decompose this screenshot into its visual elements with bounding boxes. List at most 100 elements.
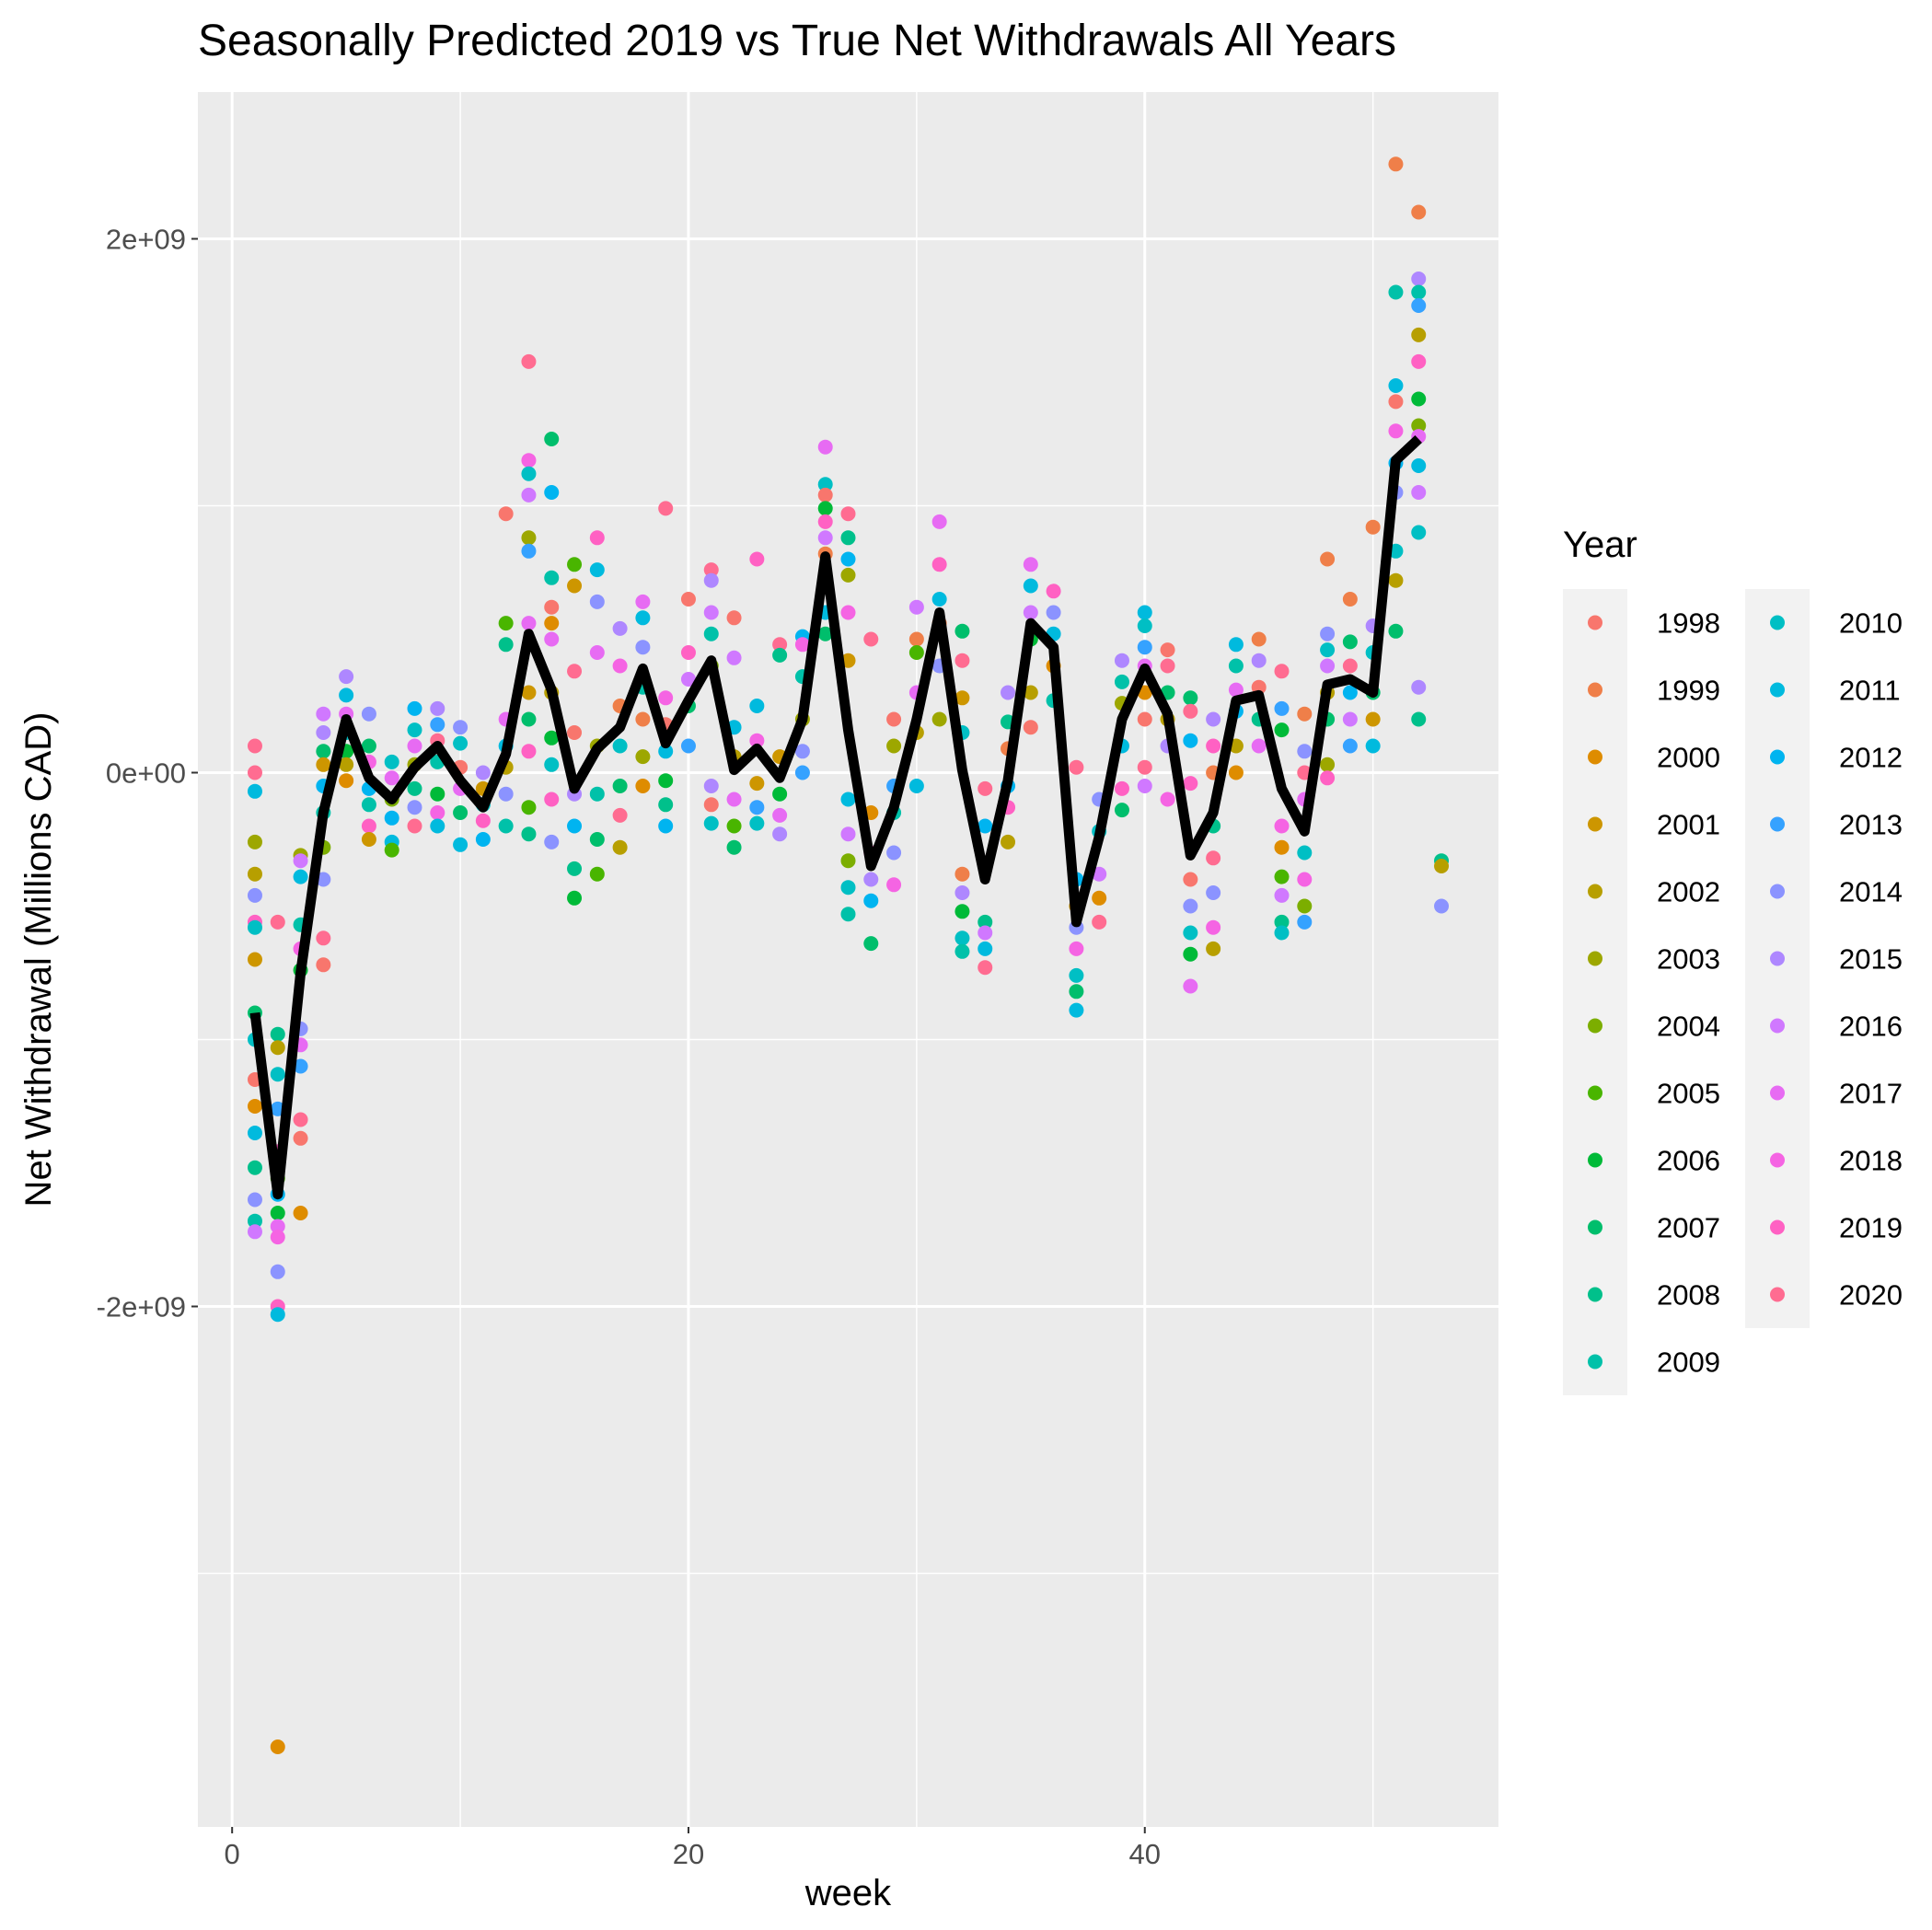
data-point-2006: [658, 773, 674, 789]
data-point-1998: [703, 797, 719, 813]
data-point-2009: [1388, 284, 1404, 300]
data-point-2018: [521, 453, 537, 468]
data-point-2013: [1297, 914, 1313, 930]
data-point-2008: [498, 637, 514, 653]
data-point-2002: [612, 839, 628, 855]
data-point-2010: [1069, 967, 1084, 983]
data-point-2012: [567, 818, 583, 834]
data-point-2020: [978, 780, 993, 796]
data-point-2010: [1297, 845, 1313, 861]
data-point-2018: [270, 1230, 285, 1245]
data-point-2020: [316, 930, 331, 946]
legend-key-2009: [1588, 1354, 1602, 1369]
data-point-2012: [1183, 733, 1198, 748]
data-point-2008: [567, 861, 583, 876]
data-point-2002: [1206, 941, 1221, 956]
data-point-1998: [680, 592, 696, 607]
data-point-2017: [407, 738, 422, 754]
data-point-2002: [247, 866, 262, 882]
legend-key-1998: [1588, 615, 1602, 630]
data-point-2003: [247, 834, 262, 849]
data-point-2000: [1228, 765, 1244, 780]
data-point-2014: [544, 834, 560, 849]
data-point-2020: [247, 738, 262, 754]
legend-label-2016: 2016: [1839, 1011, 1903, 1043]
data-point-2012: [1342, 685, 1358, 700]
data-point-2016: [1137, 779, 1152, 793]
data-point-2010: [840, 880, 856, 896]
data-point-2011: [635, 610, 651, 626]
data-point-2001: [749, 776, 765, 792]
data-point-2020: [978, 960, 993, 976]
data-point-2017: [589, 645, 605, 660]
legend-key-2006: [1588, 1152, 1602, 1168]
data-point-2006: [1411, 391, 1427, 407]
data-point-2007: [589, 832, 605, 847]
data-point-2002: [270, 1040, 285, 1056]
legend-label-2000: 2000: [1657, 742, 1720, 774]
data-point-2009: [1411, 284, 1427, 300]
data-point-2007: [1342, 634, 1358, 650]
data-point-2001: [361, 832, 376, 847]
data-point-2011: [908, 779, 924, 793]
data-point-2010: [954, 930, 970, 946]
legend-key-2000: [1588, 749, 1602, 765]
data-point-2017: [1228, 682, 1244, 698]
data-point-1999: [635, 711, 651, 727]
data-point-2006: [544, 730, 560, 745]
data-point-2000: [293, 1206, 308, 1220]
data-point-2016: [293, 853, 308, 869]
data-point-2007: [1114, 803, 1129, 818]
data-point-2008: [1411, 711, 1427, 727]
data-point-2008: [270, 1026, 285, 1042]
data-point-1999: [1365, 519, 1381, 535]
legend-label-2011: 2011: [1839, 675, 1901, 707]
data-point-2009: [1114, 674, 1129, 689]
legend-label-2013: 2013: [1839, 809, 1903, 841]
data-point-2011: [1228, 637, 1244, 653]
data-point-2020: [270, 914, 285, 930]
data-point-2011: [1023, 578, 1038, 594]
data-point-2018: [1160, 792, 1175, 807]
data-point-2007: [544, 432, 560, 446]
data-point-2004: [1297, 898, 1313, 914]
data-point-1999: [908, 631, 924, 647]
data-point-2014: [247, 1192, 262, 1208]
data-point-2006: [1274, 722, 1290, 738]
data-point-2001: [954, 690, 970, 706]
data-point-2004: [1411, 418, 1427, 433]
data-point-1999: [1388, 156, 1404, 172]
legend-key-2019: [1770, 1219, 1785, 1235]
data-point-2014: [1046, 605, 1061, 620]
data-point-2011: [1411, 458, 1427, 473]
data-point-2014: [1297, 744, 1313, 759]
data-point-2009: [1228, 658, 1244, 674]
data-point-2018: [886, 877, 902, 893]
legend-key-2011: [1770, 682, 1785, 698]
data-point-2018: [840, 605, 856, 620]
data-point-2020: [772, 637, 788, 653]
data-point-2002: [339, 757, 354, 772]
data-point-2011: [293, 869, 308, 884]
data-point-2015: [1411, 272, 1427, 286]
data-point-2015: [703, 779, 719, 793]
data-point-2010: [247, 919, 262, 935]
data-point-2007: [1183, 690, 1198, 706]
data-point-2011: [430, 818, 445, 834]
data-point-2020: [1274, 664, 1290, 679]
data-point-2011: [247, 1126, 262, 1140]
data-point-2007: [817, 626, 833, 641]
data-point-2009: [954, 943, 970, 959]
data-point-2017: [931, 514, 947, 529]
data-point-2003: [840, 567, 856, 583]
legend-label-2010: 2010: [1839, 607, 1903, 640]
data-point-2002: [1023, 685, 1038, 700]
data-point-2014: [1183, 898, 1198, 914]
data-point-2017: [270, 1219, 285, 1234]
data-point-2015: [772, 826, 788, 842]
data-point-2003: [886, 738, 902, 754]
data-point-2015: [1001, 685, 1016, 700]
data-point-2020: [658, 501, 674, 516]
data-point-2013: [794, 765, 810, 780]
data-point-2014: [270, 1264, 285, 1279]
